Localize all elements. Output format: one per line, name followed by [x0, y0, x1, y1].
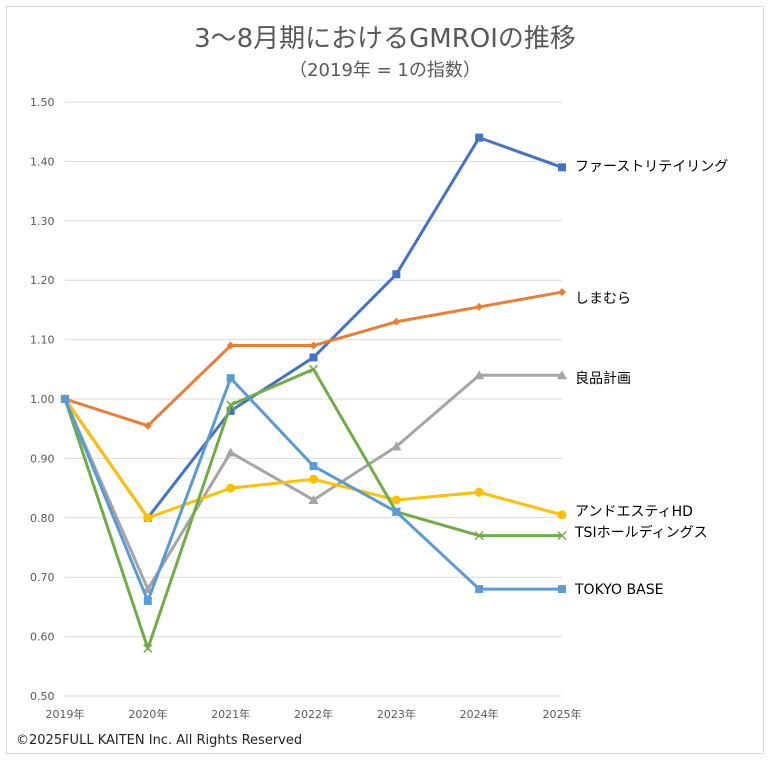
chart-title: 3〜8月期におけるGMROIの推移: [194, 24, 576, 54]
data-point: [475, 133, 484, 142]
series-label: 良品計画: [575, 371, 631, 387]
y-tick-label: 1.10: [30, 334, 55, 347]
x-tick-label: 2019年: [46, 707, 85, 721]
data-point: [558, 288, 566, 297]
x-tick-label: 2022年: [294, 707, 333, 721]
data-point: [143, 513, 153, 523]
y-tick-label: 0.90: [30, 452, 55, 465]
series-label: ファーストリテイリング: [575, 159, 728, 175]
data-point: [474, 531, 484, 541]
copyright-text: ©2025FULL KAITEN Inc. All Rights Reserve…: [16, 733, 303, 748]
data-point: [309, 341, 318, 350]
x-tick-label: 2023年: [377, 707, 416, 721]
y-tick-label: 0.60: [30, 631, 55, 644]
data-point: [309, 474, 318, 484]
data-point: [309, 462, 318, 471]
data-point: [226, 400, 236, 410]
y-tick-label: 0.50: [30, 690, 55, 703]
y-tick-label: 0.80: [30, 512, 55, 525]
data-point: [143, 643, 153, 654]
data-point: [225, 447, 236, 457]
data-point: [392, 507, 401, 516]
data-point: [226, 406, 235, 415]
y-tick-label: 1.50: [30, 96, 55, 109]
data-point: [226, 374, 235, 383]
x-tick-label: 2021年: [211, 707, 250, 721]
data-point: [143, 596, 152, 605]
data-point: [557, 370, 567, 380]
series-label: アンドエスティHD: [575, 504, 693, 520]
data-point: [392, 270, 401, 279]
data-point: [308, 494, 319, 504]
data-point: [558, 163, 566, 172]
y-tick-label: 1.00: [30, 393, 55, 406]
data-point: [226, 483, 236, 493]
data-point: [391, 495, 401, 505]
data-point: [474, 487, 484, 497]
series-label: TOKYO BASE: [574, 582, 663, 598]
chart-frame: [6, 6, 764, 754]
series-label: しまむら: [575, 291, 631, 307]
data-point: [143, 421, 152, 430]
x-tick-label: 2025年: [543, 707, 582, 721]
data-point: [308, 364, 319, 374]
x-tick-label: 2024年: [460, 707, 499, 721]
data-point: [392, 317, 401, 326]
data-point: [474, 370, 485, 380]
data-point: [61, 395, 69, 403]
y-tick-label: 1.30: [30, 215, 55, 228]
series-line: [63, 136, 563, 520]
y-tick-label: 1.20: [30, 274, 55, 287]
data-point: [558, 585, 566, 594]
series-label: TSIホールディングス: [574, 524, 708, 541]
y-tick-label: 1.40: [30, 155, 55, 168]
series-line: [63, 367, 562, 650]
data-point: [309, 353, 318, 362]
data-point: [391, 441, 402, 451]
data-point: [226, 341, 235, 350]
data-point: [557, 531, 567, 541]
data-point: [557, 510, 567, 520]
data-point: [475, 302, 484, 311]
y-tick-label: 0.70: [30, 571, 55, 584]
x-tick-label: 2020年: [128, 707, 167, 721]
chart-subtitle: （2019年 = 1の指数）: [289, 60, 481, 81]
data-point: [475, 585, 484, 594]
